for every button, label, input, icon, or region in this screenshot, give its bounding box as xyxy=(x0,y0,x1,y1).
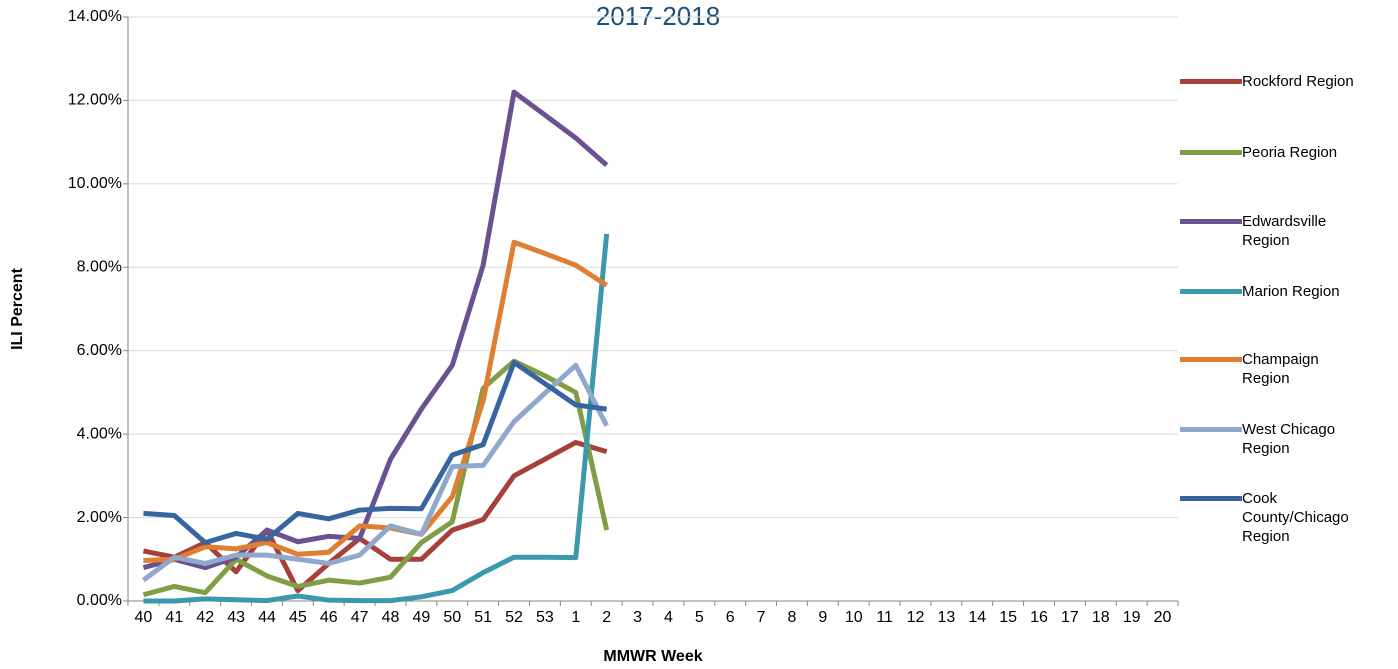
x-tick-label: 10 xyxy=(845,609,863,626)
x-tick-label: 49 xyxy=(412,609,430,626)
y-tick-label: 10.00% xyxy=(68,175,122,192)
legend-item: Peoria Region xyxy=(1180,143,1380,162)
x-tick-label: 12 xyxy=(907,609,925,626)
series-line xyxy=(143,233,610,604)
x-tick-label: 7 xyxy=(757,609,766,626)
x-tick-label: 19 xyxy=(1123,609,1141,626)
x-tick-label: 16 xyxy=(1030,609,1048,626)
x-tick-label: 44 xyxy=(258,609,276,626)
x-tick-label: 2 xyxy=(602,609,611,626)
x-tick-label: 41 xyxy=(165,609,183,626)
y-tick-label: 2.00% xyxy=(77,509,122,526)
y-tick-label: 0.00% xyxy=(77,592,122,609)
x-tick-label: 8 xyxy=(788,609,797,626)
series-line xyxy=(142,89,609,571)
x-tick-label: 4 xyxy=(664,609,673,626)
legend-swatch xyxy=(1180,150,1242,155)
x-tick-label: 13 xyxy=(937,609,955,626)
legend-swatch xyxy=(1180,79,1242,84)
y-axis-label: ILI Percent xyxy=(9,267,26,349)
legend-item: Cook County/Chicago Region xyxy=(1180,489,1380,546)
x-tick-label: 18 xyxy=(1092,609,1110,626)
legend-swatch xyxy=(1180,219,1242,224)
x-tick-label: 45 xyxy=(289,609,307,626)
legend-label: Cook County/Chicago Region xyxy=(1242,490,1349,545)
x-tick-label: 51 xyxy=(474,609,492,626)
y-tick-label: 14.00% xyxy=(68,8,122,25)
legend-swatch xyxy=(1180,289,1242,294)
x-tick-label: 43 xyxy=(227,609,245,626)
x-tick-label: 6 xyxy=(726,609,735,626)
x-tick-label: 53 xyxy=(536,609,554,626)
x-tick-label: 50 xyxy=(443,609,461,626)
legend-item: Rockford Region xyxy=(1180,72,1380,91)
legend-label: Rockford Region xyxy=(1242,73,1354,90)
legend-item: Edwardsville Region xyxy=(1180,212,1380,250)
x-tick-label: 3 xyxy=(633,609,642,626)
series-line xyxy=(141,362,609,583)
x-tick-label: 5 xyxy=(695,609,704,626)
chart-title: 2017-2018 xyxy=(596,1,720,31)
legend-label: Marion Region xyxy=(1242,283,1340,300)
legend-label: West Chicago Region xyxy=(1242,421,1336,457)
x-tick-label: 1 xyxy=(571,609,580,626)
x-tick-label: 14 xyxy=(968,609,986,626)
series-line xyxy=(143,239,609,564)
x-tick-label: 9 xyxy=(818,609,827,626)
x-tick-label: 40 xyxy=(135,609,153,626)
legend-swatch xyxy=(1180,357,1242,362)
legend-item: West Chicago Region xyxy=(1180,420,1380,458)
x-tick-label: 11 xyxy=(876,609,893,626)
x-tick-label: 46 xyxy=(320,609,338,626)
y-tick-label: 8.00% xyxy=(77,259,122,276)
series-line xyxy=(142,358,610,598)
legend-label: Edwardsville Region xyxy=(1242,213,1327,249)
series-line xyxy=(143,359,608,546)
x-tick-label: 42 xyxy=(196,609,214,626)
legend-item: Champaign Region xyxy=(1180,350,1380,388)
y-tick-label: 12.00% xyxy=(68,92,122,109)
legend-item: Marion Region xyxy=(1180,282,1380,301)
x-tick-label: 20 xyxy=(1154,609,1172,626)
legend-swatch xyxy=(1180,427,1242,432)
x-tick-label: 15 xyxy=(999,609,1017,626)
legend-swatch xyxy=(1180,496,1242,501)
y-tick-label: 4.00% xyxy=(77,425,122,442)
x-tick-label: 47 xyxy=(351,609,369,626)
series-line xyxy=(142,439,608,594)
x-tick-label: 17 xyxy=(1061,609,1079,626)
y-tick-label: 6.00% xyxy=(77,342,122,359)
x-tick-label: 52 xyxy=(505,609,523,626)
x-axis-label: MMWR Week xyxy=(603,648,702,665)
legend-label: Champaign Region xyxy=(1242,351,1319,387)
x-tick-label: 48 xyxy=(382,609,400,626)
legend-label: Peoria Region xyxy=(1242,144,1338,161)
